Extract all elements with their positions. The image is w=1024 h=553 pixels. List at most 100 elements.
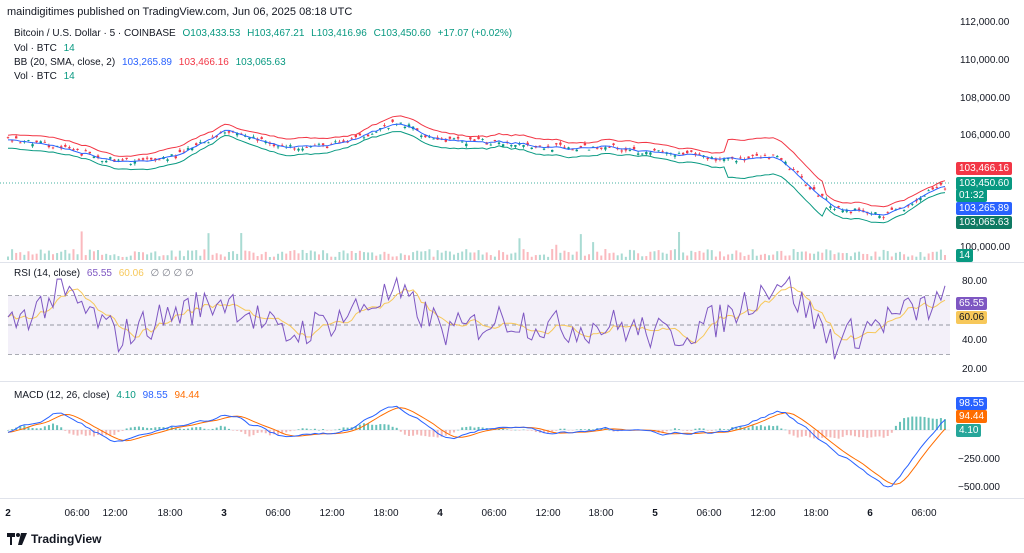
macd-hist-bar — [919, 416, 922, 430]
volume-bar — [64, 249, 67, 260]
candle-body — [92, 156, 96, 158]
candle-body — [31, 144, 34, 147]
volume-legend-1[interactable]: Vol · BTC 14 — [14, 43, 79, 54]
macd-hist-bar — [751, 425, 754, 430]
macd-hist-bar — [27, 427, 30, 430]
candle-body — [51, 147, 55, 149]
candle-body — [64, 145, 67, 147]
volume-bar — [841, 253, 844, 260]
candle-body — [415, 128, 419, 131]
candle-body — [199, 141, 202, 143]
volume-bar — [898, 251, 901, 260]
tradingview-logo[interactable]: TradingView — [7, 532, 101, 546]
volume-bar — [272, 256, 275, 260]
rsi-label: RSI (14, close) — [14, 268, 81, 279]
volume-bar — [407, 255, 410, 260]
macd-hist-bar — [375, 424, 378, 430]
time-tick: 12:00 — [319, 508, 345, 519]
macd-hist-bar — [301, 428, 304, 430]
macd-hist-bar — [813, 430, 816, 439]
macd-hist-bar — [227, 428, 230, 430]
candle-body — [526, 142, 529, 145]
macd-hist-bar — [759, 425, 762, 430]
candle-body — [550, 149, 554, 152]
macd-hist-bar — [481, 427, 484, 430]
macd-legend[interactable]: MACD (12, 26, close) 4.10 98.55 94.44 — [14, 390, 203, 401]
candle-body — [354, 134, 357, 138]
volume-bar — [440, 252, 443, 260]
price-tick: 112,000.00 — [960, 17, 1010, 28]
rsi-tick: 20.00 — [962, 364, 988, 375]
macd-hist-bar — [432, 430, 435, 437]
macd-hist-bar — [272, 430, 275, 435]
macd-hist-bar — [293, 430, 296, 431]
rsi-legend[interactable]: RSI (14, close) 65.55 60.06 ∅ ∅ ∅ ∅ — [14, 268, 198, 279]
candle-body — [154, 158, 157, 161]
volume-bar — [563, 250, 566, 260]
volume-bar — [330, 256, 333, 260]
symbol-name[interactable]: Bitcoin / U.S. Dollar · 5 · COINBASE — [14, 28, 176, 39]
candle-body — [673, 155, 677, 157]
volume-bar — [203, 249, 206, 260]
volume-bar — [534, 255, 537, 260]
volume-bar — [612, 252, 615, 260]
time-tick: 06:00 — [481, 508, 507, 519]
candle-body — [473, 139, 476, 141]
volume-bar — [518, 238, 521, 260]
candle-body — [681, 152, 685, 155]
candle-body — [677, 153, 681, 155]
volume-bar — [592, 242, 595, 260]
volume-bar — [768, 255, 771, 260]
macd-hist-bar — [469, 426, 472, 430]
candle-body — [448, 136, 452, 139]
macd-hist-bar — [358, 424, 361, 430]
macd-hist-bar — [166, 427, 169, 430]
bollinger-legend[interactable]: BB (20, SMA, close, 2) 103,265.89 103,46… — [14, 57, 290, 68]
volume-bar — [759, 254, 762, 260]
candle-body — [645, 152, 648, 155]
macd-hist-bar — [518, 430, 521, 431]
volume-bar — [571, 254, 574, 260]
candle-body — [493, 139, 497, 141]
candle-body — [771, 154, 775, 156]
macd-hist-bar — [424, 430, 427, 437]
candle-body — [113, 159, 116, 162]
volume-label-2: Vol · BTC — [14, 71, 57, 82]
volume-bar — [399, 253, 402, 260]
rsi-tick: 80.00 — [962, 276, 988, 287]
volume-bar — [158, 256, 161, 260]
macd-hist-bar — [772, 426, 775, 430]
volume-bar — [849, 256, 852, 260]
candle-body — [587, 149, 591, 151]
volume-bar — [862, 253, 865, 260]
volume-bar — [117, 256, 120, 260]
candle-body — [706, 157, 709, 160]
volume-bar — [817, 251, 820, 260]
macd-hist-bar — [567, 430, 570, 431]
volume-bar — [448, 251, 451, 260]
candle-body — [821, 193, 824, 196]
volume-bar — [170, 250, 173, 260]
volume-bar — [236, 253, 239, 260]
volume-bar — [579, 234, 582, 260]
candle-body — [432, 138, 435, 140]
candle-body — [890, 207, 894, 210]
volume-bar — [853, 252, 856, 260]
pane-divider-macd[interactable] — [0, 381, 1024, 382]
volume-legend-2[interactable]: Vol · BTC 14 — [14, 71, 79, 82]
volume-bar — [362, 252, 365, 260]
volume-bar — [698, 250, 701, 260]
macd-hist-bar — [146, 427, 149, 430]
volume-bar — [714, 256, 717, 260]
pane-divider-rsi[interactable] — [0, 262, 1024, 263]
volume-bar — [444, 250, 447, 260]
volume-bar — [637, 253, 640, 260]
volume-bar — [751, 249, 754, 260]
macd-hist-bar — [825, 430, 828, 437]
volume-value: 14 — [63, 43, 75, 54]
macd-hist-bar — [129, 427, 132, 430]
volume-bar — [931, 251, 934, 260]
volume-bar — [289, 250, 292, 260]
candle-body — [150, 157, 153, 160]
